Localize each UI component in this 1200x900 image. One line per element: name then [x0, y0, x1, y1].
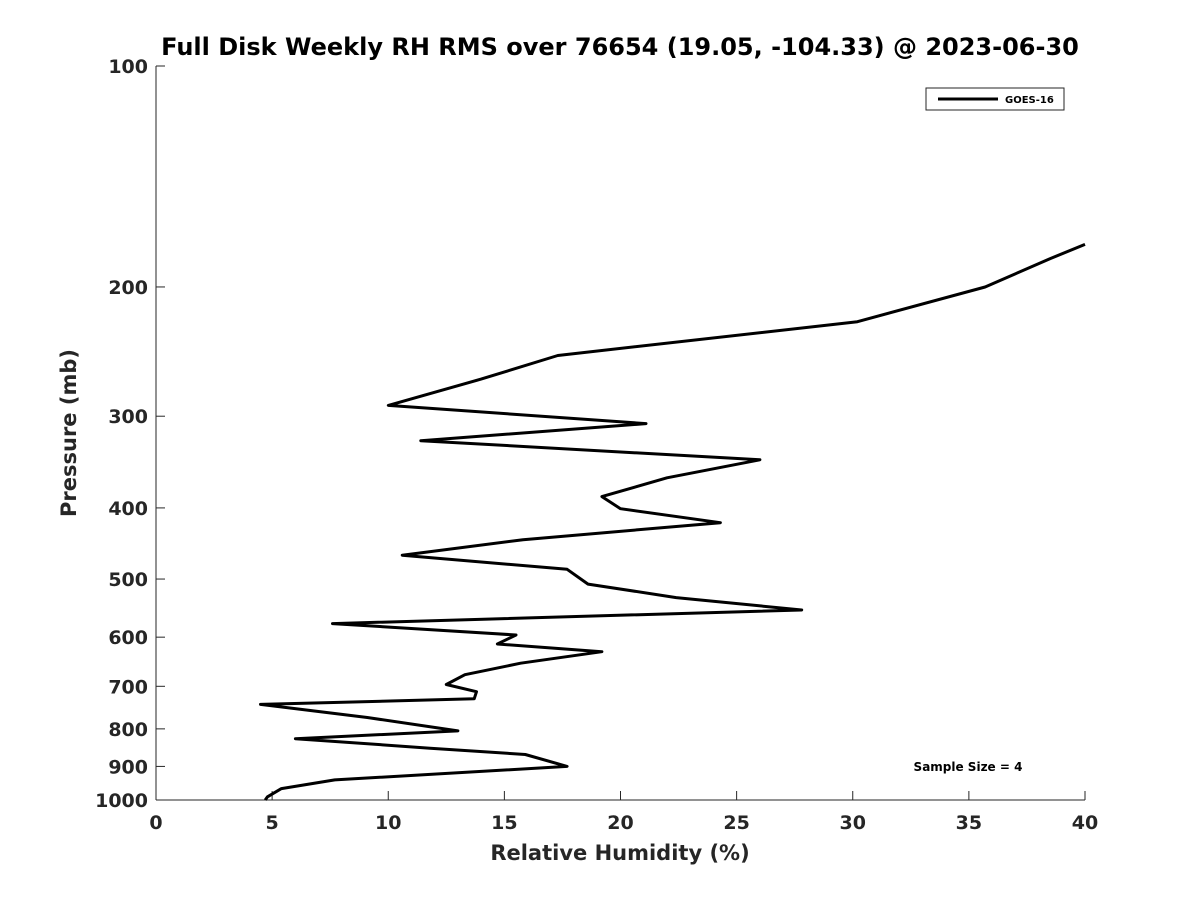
- y-tick-label: 600: [108, 627, 148, 649]
- series-layer: [259, 243, 1086, 801]
- x-axis-ticks: 0 5 10 15 20 25 30 35 40: [149, 791, 1098, 834]
- x-tick-label: 10: [375, 812, 401, 834]
- legend: GOES-16: [925, 87, 1065, 111]
- x-tick-label: 20: [607, 812, 633, 834]
- x-tick-label: 40: [1072, 812, 1098, 834]
- plot-area: [156, 66, 1085, 800]
- y-tick-label: 1000: [95, 790, 148, 812]
- x-axis-label: Relative Humidity (%): [490, 841, 749, 865]
- x-tick-label: 35: [956, 812, 982, 834]
- y-tick-label: 700: [108, 676, 148, 698]
- x-tick-label: 0: [149, 812, 162, 834]
- y-tick-label: 400: [108, 498, 148, 520]
- series-line-goes-16: [259, 243, 1086, 801]
- y-tick-label: 200: [108, 277, 148, 299]
- y-tick-label: 800: [108, 719, 148, 741]
- x-tick-label: 25: [723, 812, 749, 834]
- x-tick-label: 30: [840, 812, 866, 834]
- x-tick-label: 15: [491, 812, 517, 834]
- y-tick-label: 300: [108, 406, 148, 428]
- legend-label-goes-16: GOES-16: [1005, 95, 1054, 106]
- y-tick-label: 500: [108, 569, 148, 591]
- y-tick-label: 900: [108, 756, 148, 778]
- y-axis-label: Pressure (mb): [57, 349, 81, 517]
- x-tick-label: 5: [266, 812, 279, 834]
- chart-title: Full Disk Weekly RH RMS over 76654 (19.0…: [161, 33, 1079, 61]
- y-tick-label: 100: [108, 56, 148, 78]
- y-axis-ticks: 100 200 300 400 500 600 700 800 900 1000: [95, 56, 165, 812]
- sample-size-annotation: Sample Size = 4: [914, 760, 1023, 774]
